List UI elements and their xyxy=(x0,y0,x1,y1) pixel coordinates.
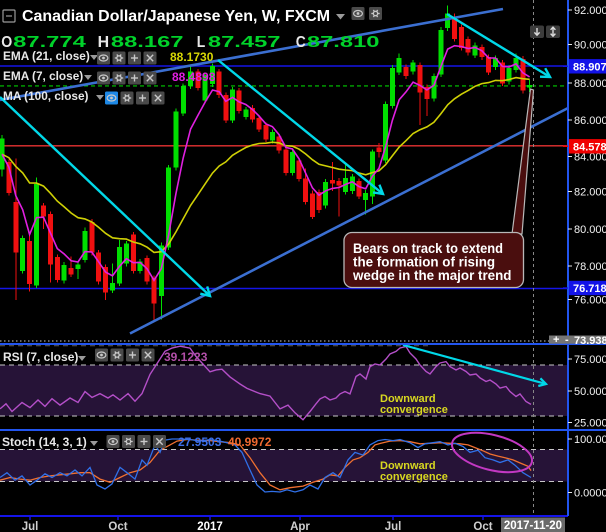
svg-text:87.457: 87.457 xyxy=(208,34,281,51)
svg-text:100.00: 100.00 xyxy=(574,434,606,446)
svg-text:87.810: 87.810 xyxy=(307,34,380,51)
svg-text:76.718: 76.718 xyxy=(573,283,606,295)
svg-text:Jul: Jul xyxy=(385,521,402,532)
svg-text:convergence: convergence xyxy=(380,471,448,483)
svg-text:88.1730: 88.1730 xyxy=(170,50,214,64)
svg-text:92.000: 92.000 xyxy=(574,5,606,17)
svg-text:82.000: 82.000 xyxy=(574,187,606,199)
svg-text:75.000: 75.000 xyxy=(574,354,606,366)
svg-text:86.000: 86.000 xyxy=(574,115,606,127)
svg-text:76.000: 76.000 xyxy=(574,295,606,307)
svg-text:H: H xyxy=(98,34,110,51)
svg-text:84.000: 84.000 xyxy=(574,152,606,164)
svg-text:O: O xyxy=(1,34,12,51)
svg-text:Oct: Oct xyxy=(473,521,492,532)
svg-text:40.9972: 40.9972 xyxy=(228,435,272,449)
svg-text:80.000: 80.000 xyxy=(574,224,606,236)
svg-text:2017: 2017 xyxy=(197,521,223,532)
svg-text:wedge in the major trend: wedge in the major trend xyxy=(352,268,511,283)
svg-text:88.167: 88.167 xyxy=(111,34,184,51)
svg-text:39.1223: 39.1223 xyxy=(164,350,208,364)
svg-text:Oct: Oct xyxy=(108,521,127,532)
svg-text:Jul: Jul xyxy=(22,521,39,532)
svg-text:Downward: Downward xyxy=(380,393,436,405)
svg-text:the formation of rising: the formation of rising xyxy=(353,255,495,270)
svg-text:RSI (7, close): RSI (7, close) xyxy=(3,350,78,364)
svg-text:0.0000: 0.0000 xyxy=(574,488,606,500)
svg-text:EMA (21, close): EMA (21, close) xyxy=(3,49,90,63)
svg-text:+: + xyxy=(553,334,559,346)
svg-text:Downward: Downward xyxy=(380,460,436,472)
svg-text:Bears on track to extend: Bears on track to extend xyxy=(353,241,503,256)
svg-text:84.578: 84.578 xyxy=(573,141,606,153)
svg-text:L: L xyxy=(197,34,206,51)
svg-text:78.000: 78.000 xyxy=(574,261,606,273)
svg-text:73.938: 73.938 xyxy=(574,335,606,347)
svg-text:MA (100, close): MA (100, close) xyxy=(3,89,89,103)
svg-text:Stoch (14, 3, 1): Stoch (14, 3, 1) xyxy=(2,435,87,449)
svg-text:2017-11-20: 2017-11-20 xyxy=(504,520,562,532)
svg-text:87.774: 87.774 xyxy=(13,34,86,51)
svg-text:88.000: 88.000 xyxy=(574,78,606,90)
svg-text:-: - xyxy=(565,334,569,346)
svg-text:convergence: convergence xyxy=(380,404,448,416)
svg-text:Canadian Dollar/Japanese Yen,: Canadian Dollar/Japanese Yen, W, FXCM xyxy=(22,8,330,25)
svg-text:25.000: 25.000 xyxy=(574,418,606,430)
svg-text:Apr: Apr xyxy=(290,521,310,532)
svg-text:90.000: 90.000 xyxy=(574,40,606,52)
svg-text:EMA (7, close): EMA (7, close) xyxy=(3,69,83,83)
svg-text:27.9503: 27.9503 xyxy=(178,435,222,449)
svg-text:50.000: 50.000 xyxy=(574,386,606,398)
svg-text:88.4898: 88.4898 xyxy=(172,70,216,84)
svg-text:88.907: 88.907 xyxy=(573,61,606,73)
svg-text:C: C xyxy=(296,34,306,51)
